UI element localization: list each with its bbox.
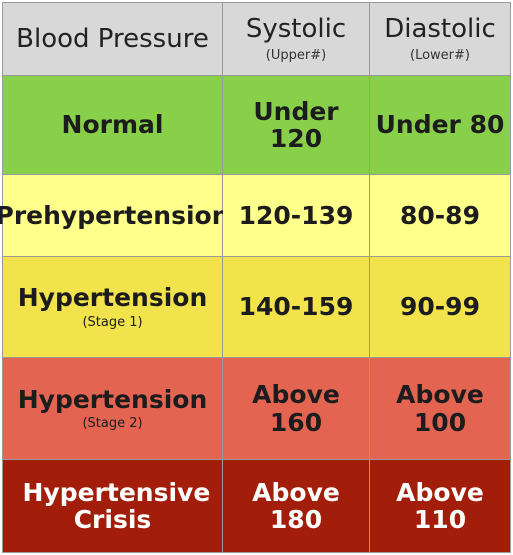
header-diastolic: Diastolic (Lower#) [370, 3, 510, 75]
header-systolic-label: Systolic [245, 13, 347, 44]
row-stage2-diastolic: Above 100 [370, 358, 510, 459]
row-systolic-value: Above 180 [252, 477, 340, 534]
row-category-label: Hypertension [17, 384, 208, 414]
row-crisis-systolic: Above 180 [223, 460, 369, 552]
row-crisis-category: Hypertensive Crisis [3, 460, 222, 552]
row-stage2-category: Hypertension (Stage 2) [3, 358, 222, 459]
row-systolic-value: Under 120 [253, 96, 339, 153]
header-diastolic-sub: (Lower#) [410, 48, 470, 64]
row-systolic-value: Above 160 [252, 380, 340, 437]
row-prehypertension-category: Prehypertension [0, 175, 230, 256]
header-systolic-sub: (Upper#) [265, 48, 327, 64]
row-normal-diastolic: Under 80 [370, 76, 510, 174]
row-category-sub: (Stage 2) [82, 416, 143, 432]
header-category-label: Blood Pressure [16, 23, 209, 54]
row-category-label: Normal [61, 110, 164, 140]
row-prehypertension-systolic: 120-139 [223, 175, 369, 256]
header-diastolic-label: Diastolic [384, 13, 496, 44]
row-category-sub: (Stage 1) [82, 314, 143, 330]
row-normal-systolic: Under 120 [223, 76, 369, 174]
row-crisis-diastolic: Above 110 [370, 460, 510, 552]
row-category-label: Hypertensive Crisis [22, 477, 211, 534]
row-stage2-systolic: Above 160 [223, 358, 369, 459]
row-stage1-category: Hypertension (Stage 1) [3, 257, 222, 357]
row-diastolic-value: Above 100 [396, 380, 484, 437]
row-diastolic-value: Above 110 [396, 477, 484, 534]
header-category: Blood Pressure [3, 3, 222, 75]
row-diastolic-value: 90-99 [400, 292, 480, 322]
row-systolic-value: 120-139 [238, 200, 354, 230]
row-diastolic-value: 80-89 [400, 200, 480, 230]
row-stage1-systolic: 140-159 [223, 257, 369, 357]
row-diastolic-value: Under 80 [375, 110, 505, 140]
row-stage1-diastolic: 90-99 [370, 257, 510, 357]
row-category-label: Hypertension [17, 283, 208, 313]
row-category-label: Prehypertension [0, 200, 230, 230]
row-systolic-value: 140-159 [238, 292, 354, 322]
row-prehypertension-diastolic: 80-89 [370, 175, 510, 256]
header-systolic: Systolic (Upper#) [223, 3, 369, 75]
row-normal-category: Normal [3, 76, 222, 174]
